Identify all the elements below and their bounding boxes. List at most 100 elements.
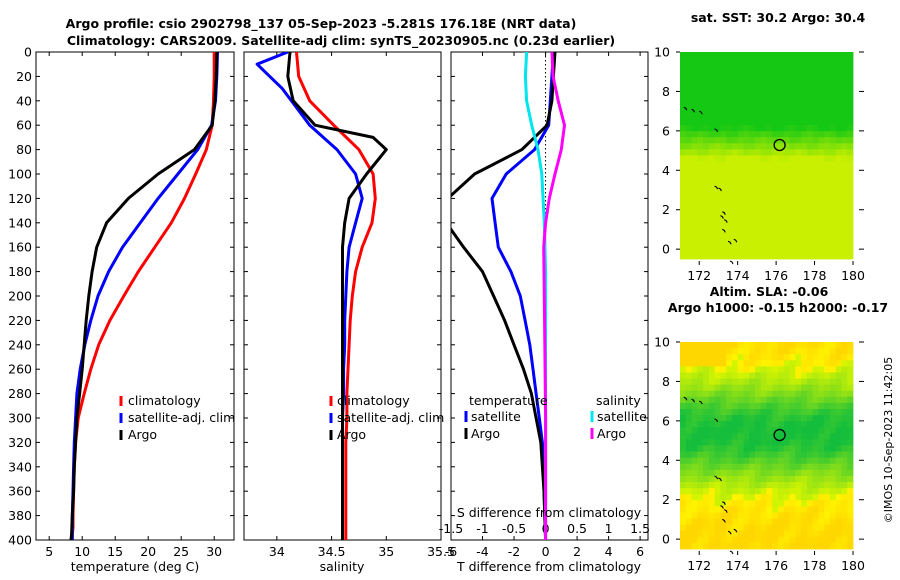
heatmap-cell — [749, 228, 756, 236]
heatmap-cell — [708, 246, 715, 254]
heatmap-cell — [847, 118, 854, 126]
heatmap-cell — [737, 366, 744, 373]
heatmap-cell — [806, 366, 814, 373]
heatmap-cell — [731, 402, 739, 410]
heatmap-cell — [703, 82, 710, 89]
heatmap-cell — [778, 179, 785, 187]
heatmap-cell — [847, 415, 854, 422]
heatmap-cell — [772, 475, 779, 483]
heatmap-cell — [743, 518, 750, 526]
heatmap-cell — [691, 518, 698, 526]
heatmap-cell — [772, 402, 779, 410]
heatmap-cell — [829, 52, 837, 59]
heatmap-cell — [754, 469, 762, 477]
heatmap-cell — [801, 234, 808, 242]
heatmap-cell — [835, 500, 842, 507]
heatmap-cell — [731, 70, 739, 77]
heatmap-cell — [697, 125, 704, 132]
heatmap-cell — [680, 118, 687, 126]
heatmap-cell — [697, 161, 704, 169]
heatmap-cell — [801, 445, 808, 452]
heatmap-cell — [697, 427, 704, 434]
heatmap-cell — [818, 384, 825, 392]
heatmap-cell — [737, 204, 744, 211]
series-line-argo — [286, 52, 388, 540]
heatmap-cell — [766, 125, 773, 132]
heatmap-cell — [749, 445, 756, 452]
heatmap-cell — [703, 240, 710, 248]
heatmap-cell — [829, 137, 837, 144]
heatmap-cell — [806, 161, 814, 169]
heatmap-cell — [749, 82, 756, 89]
heatmap-cell — [841, 421, 848, 428]
heatmap-cell — [726, 512, 733, 519]
heatmap-cell — [835, 64, 842, 71]
heatmap-cell — [818, 118, 825, 126]
heatmap-cell — [726, 524, 733, 532]
heatmap-cell — [795, 234, 802, 242]
heatmap-cell — [731, 167, 739, 175]
heatmap-cell — [818, 518, 825, 526]
heatmap-cell — [841, 427, 848, 434]
heatmap-cell — [691, 155, 698, 162]
heatmap-cell — [795, 360, 802, 367]
heatmap-cell — [731, 372, 739, 379]
heatmap-cell — [754, 216, 762, 223]
heatmap-cell — [778, 82, 785, 89]
heatmap-cell — [680, 106, 687, 114]
heatmap-cell — [760, 354, 767, 361]
heatmap-cell — [714, 70, 721, 77]
heatmap-cell — [754, 112, 762, 120]
heatmap-cell — [708, 415, 715, 422]
heatmap-cell — [818, 457, 825, 465]
heatmap-cell — [772, 70, 779, 77]
heatmap-cell — [829, 421, 837, 428]
heatmap-cell — [703, 360, 710, 367]
heatmap-cell — [720, 216, 727, 223]
heatmap-cell — [685, 252, 692, 260]
heatmap-cell — [824, 390, 831, 398]
heatmap-cell — [801, 192, 808, 199]
series-line-argo — [69, 52, 219, 540]
heatmap-cell — [743, 415, 750, 422]
heatmap-cell — [685, 167, 692, 175]
heatmap-cell — [783, 457, 790, 465]
heatmap-cell — [685, 500, 692, 507]
heatmap-cell — [743, 536, 750, 544]
heatmap-cell — [726, 488, 733, 495]
heatmap-cell — [783, 131, 790, 138]
heatmap-cell — [685, 198, 692, 205]
heatmap-cell — [812, 204, 819, 211]
heatmap-cell — [749, 469, 756, 477]
heatmap-cell — [829, 445, 837, 452]
heatmap-cell — [829, 463, 837, 471]
heatmap-cell — [697, 530, 704, 538]
heatmap-cell — [697, 445, 704, 452]
heatmap-cell — [703, 390, 710, 398]
s-difference-tick-label: 1 — [605, 521, 613, 536]
heatmap-cell — [818, 530, 825, 538]
heatmap-cell — [743, 70, 750, 77]
heatmap-cell — [789, 415, 796, 422]
heatmap-cell — [680, 64, 687, 71]
heatmap-cell — [743, 500, 750, 507]
heatmap-cell — [801, 354, 808, 361]
heatmap-cell — [812, 384, 819, 392]
heatmap-cell — [680, 88, 687, 96]
heatmap-cell — [720, 500, 727, 507]
heatmap-cell — [760, 76, 767, 83]
heatmap-cell — [680, 372, 687, 379]
heatmap-cell — [841, 143, 848, 150]
heatmap-cell — [801, 396, 808, 404]
heatmap-cell — [766, 76, 773, 83]
heatmap-cell — [801, 348, 808, 355]
heatmap-cell — [708, 143, 715, 150]
heatmap-cell — [720, 482, 727, 489]
heatmap-cell — [766, 131, 773, 138]
heatmap-cell — [795, 76, 802, 83]
heatmap-cell — [754, 185, 762, 193]
heatmap-cell — [812, 240, 819, 248]
heatmap-cell — [789, 348, 796, 355]
heatmap-cell — [841, 530, 848, 538]
heatmap-cell — [731, 415, 739, 422]
